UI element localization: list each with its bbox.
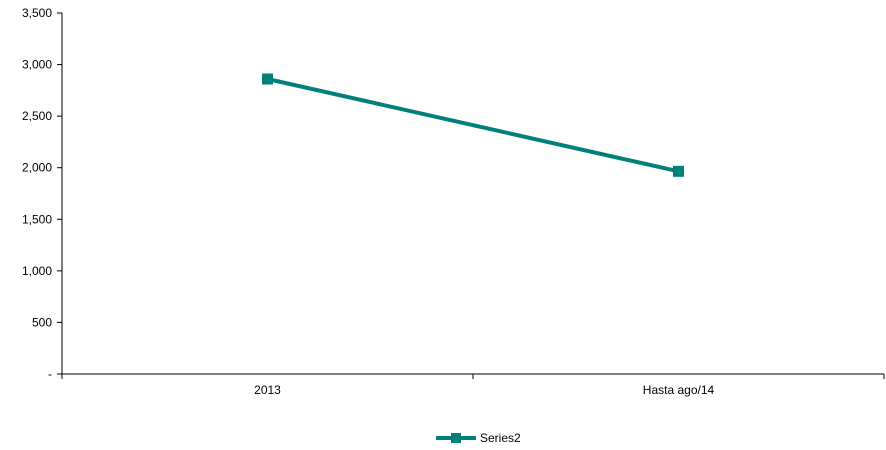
- data-point-marker: [673, 165, 684, 177]
- y-tick-label: 1,500: [22, 212, 52, 226]
- y-tick-label: 500: [32, 315, 52, 329]
- series-line: [267, 77, 679, 174]
- x-tick-label: Hasta ago/14: [643, 383, 715, 397]
- y-tick-label: -: [48, 367, 52, 381]
- y-tick-label: 2,000: [22, 161, 52, 175]
- series-group: [262, 73, 684, 177]
- y-axis-ticks: - 500 1,000 1,500 2,000 2,500 3,000 3,500: [22, 6, 62, 381]
- data-point-marker: [262, 73, 273, 85]
- y-tick-label: 3,500: [22, 6, 52, 20]
- x-axis-ticks: 2013 Hasta ago/14: [61, 374, 885, 397]
- y-tick-label: 1,000: [22, 264, 52, 278]
- y-tick-label: 3,000: [22, 58, 52, 72]
- legend-marker-swatch: [451, 433, 461, 443]
- legend-label: Series2: [480, 431, 521, 445]
- y-tick-label: 2,500: [22, 109, 52, 123]
- legend: Series2: [436, 431, 521, 445]
- x-tick-label: 2013: [254, 383, 281, 397]
